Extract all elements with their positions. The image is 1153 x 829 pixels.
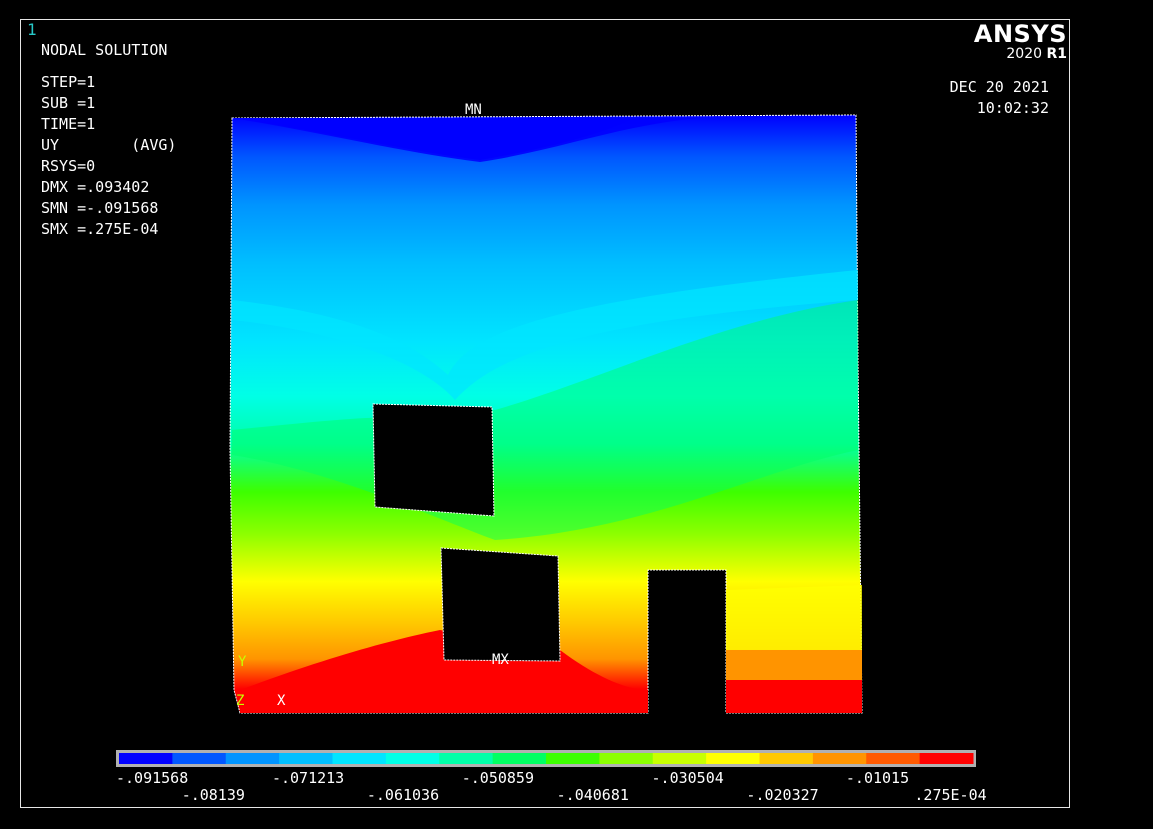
- legend-label-bottom: -.020327: [746, 786, 819, 804]
- contour-band-yellow-right: [726, 585, 862, 650]
- min-marker: MN: [465, 102, 482, 118]
- info-smx: SMX =.275E-04: [41, 220, 159, 238]
- contour-band-red-right: [726, 680, 862, 713]
- legend-swatch: [492, 753, 547, 764]
- triad-z-label: Z: [236, 693, 245, 709]
- contour-band-orange-right: [726, 650, 862, 680]
- plot-title: NODAL SOLUTION: [41, 41, 168, 59]
- hole-upper: [372, 403, 495, 517]
- model-body: [229, 114, 863, 714]
- info-time: TIME=1: [41, 115, 96, 133]
- legend-swatch: [652, 753, 707, 764]
- legend-swatch: [812, 753, 867, 764]
- brand-name: ANSYS: [973, 20, 1067, 48]
- window-number: 1: [27, 20, 37, 39]
- legend-label-top: -.071213: [271, 769, 345, 787]
- plot-time: 10:02:32: [976, 99, 1049, 117]
- info-rsys: RSYS=0: [41, 157, 96, 175]
- legend-swatch: [706, 753, 760, 764]
- legend-label-bottom: -.040681: [556, 786, 629, 804]
- triad-x-label: X: [277, 693, 286, 709]
- legend-swatch: [172, 753, 227, 764]
- legend-swatch: [119, 753, 173, 764]
- hole-lower: [440, 547, 561, 662]
- info-step: STEP=1: [41, 73, 96, 91]
- legend-swatch: [279, 753, 333, 764]
- legend-label-top: -.091568: [116, 769, 189, 787]
- legend-swatch: [599, 753, 654, 764]
- legend-swatch: [546, 753, 600, 764]
- legend-swatch: [385, 753, 440, 764]
- legend-swatch: [759, 753, 814, 764]
- brand-version: 2020 R1: [1006, 46, 1067, 62]
- legend-swatch: [439, 753, 494, 764]
- legend-swatch: [919, 753, 974, 764]
- info-smn: SMN =-.091568: [41, 199, 159, 217]
- legend-label-bottom: -.08139: [181, 786, 245, 804]
- triad-y-label: Y: [238, 654, 247, 670]
- legend-swatch: [332, 753, 387, 764]
- info-sub: SUB =1: [41, 94, 96, 112]
- contour-band-royal: [232, 118, 700, 162]
- ansys-logo: ANSYS 2020 R1: [974, 20, 1067, 62]
- legend-label-top: -.030504: [651, 769, 724, 787]
- legend-label-bottom: -.061036: [366, 786, 440, 804]
- max-marker: MX: [492, 652, 509, 668]
- legend-label-top: -.050859: [461, 769, 534, 787]
- legend-swatch: [225, 753, 280, 764]
- contour-band-vshape: [232, 270, 858, 400]
- legend-swatch: [866, 753, 921, 764]
- info-dmx: DMX =.093402: [41, 178, 150, 196]
- plot-date: DEC 20 2021: [949, 78, 1049, 96]
- legend-label-bottom: .275E-04: [914, 786, 987, 804]
- info-uy: UY (AVG): [41, 136, 177, 154]
- graphics-window-frame: [20, 19, 1070, 808]
- legend-label-top: -.01015: [845, 769, 910, 787]
